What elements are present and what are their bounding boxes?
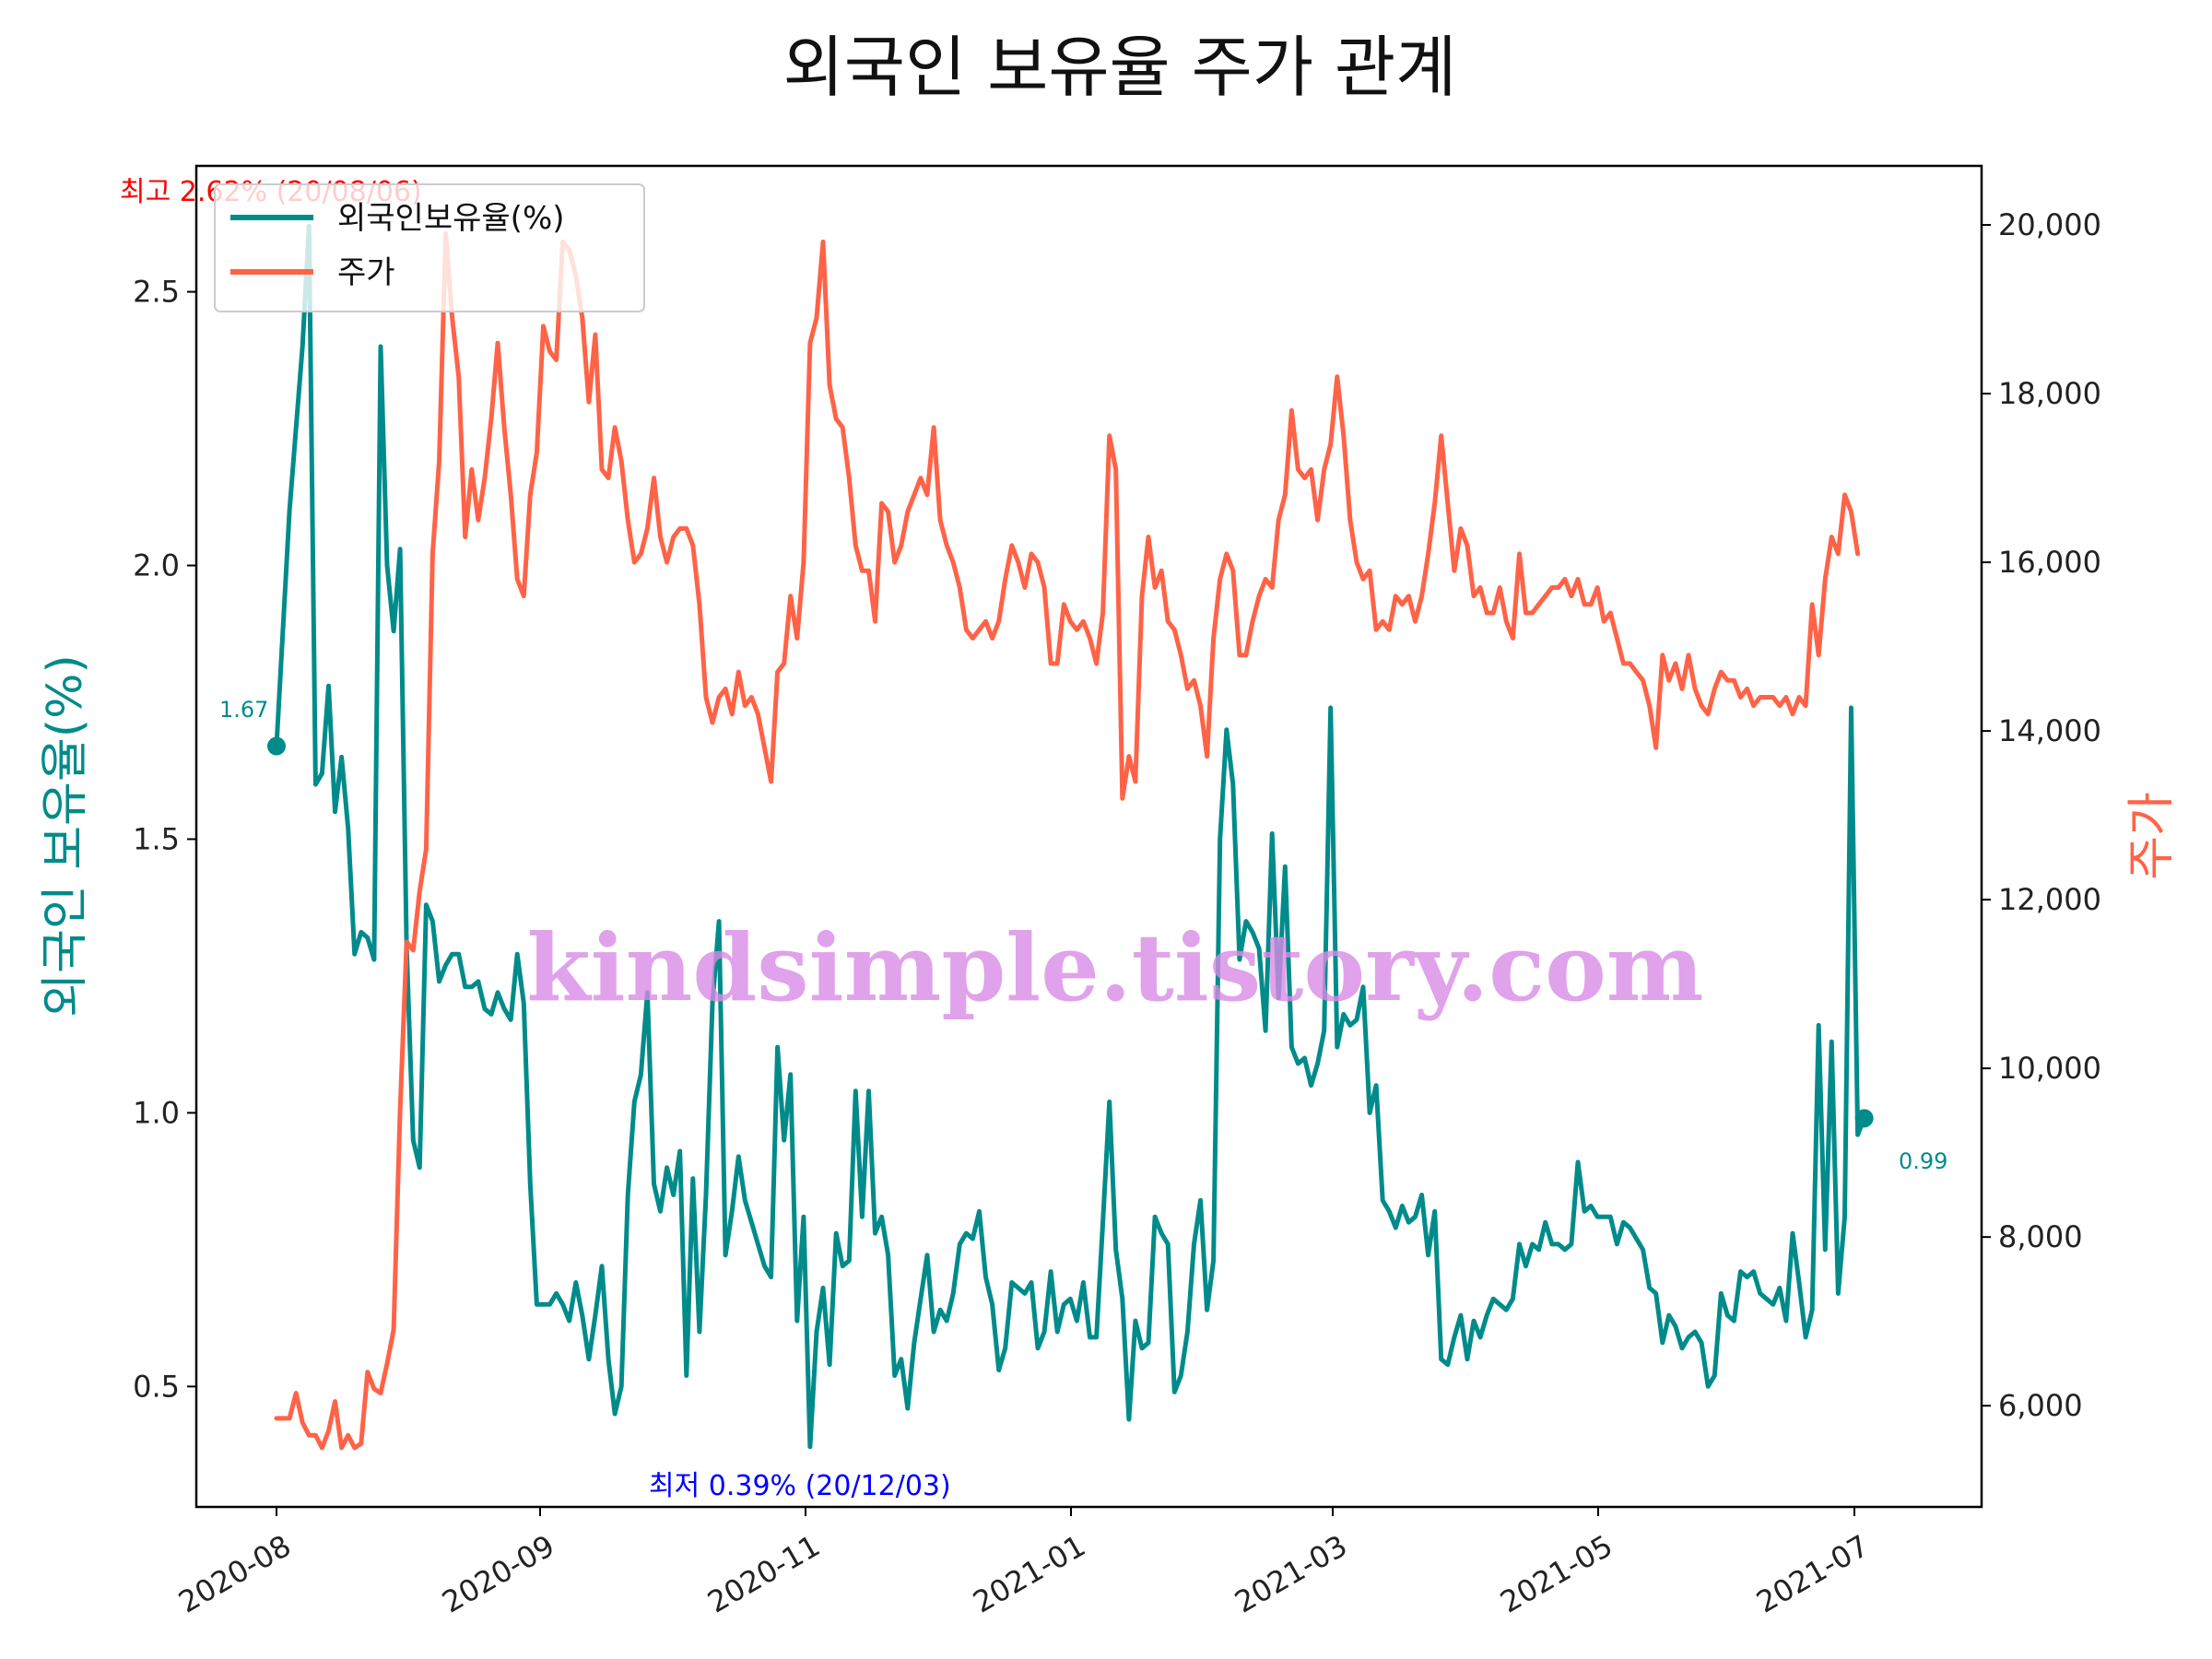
y-left-tick-label: 2.5	[133, 275, 180, 310]
left-axis-title: 외국인 보유율(%)	[38, 654, 93, 1018]
x-tick-label: 2021-03	[1229, 1528, 1353, 1620]
x-tick-label: 2021-07	[1750, 1528, 1875, 1620]
x-tick-label: 2021-01	[967, 1528, 1091, 1620]
y-right-tick-label: 18,000	[1998, 376, 2101, 411]
x-tick-label: 2020-08	[172, 1528, 297, 1620]
right-axis-title: 주가	[2124, 792, 2180, 880]
y-right-tick-label: 12,000	[1998, 882, 2101, 917]
markers	[267, 736, 1874, 1128]
y-right-tick-label: 16,000	[1998, 545, 2101, 580]
foreign-ownership-line	[274, 223, 1867, 1450]
legend-box	[214, 183, 645, 312]
y-left-tick-label: 0.5	[133, 1369, 180, 1404]
x-tick-label: 2021-05	[1494, 1528, 1618, 1620]
start-value-label: 1.67	[219, 697, 268, 723]
legend: 외국인보유율(%) 주가	[214, 183, 645, 312]
end-marker	[1854, 1109, 1874, 1128]
y-left-tick-label: 2.0	[133, 548, 180, 583]
x-tick-label: 2020-09	[436, 1528, 560, 1620]
y-left-tick-label: 1.0	[133, 1095, 180, 1130]
y-right-tick-label: 6,000	[1998, 1388, 2083, 1423]
x-tick-label: 2020-11	[701, 1528, 826, 1620]
legend-label-price: 주가	[337, 254, 395, 291]
y-left-tick-label: 1.5	[133, 821, 180, 856]
y-right-tick-label: 20,000	[1998, 207, 2101, 242]
start-marker	[267, 736, 286, 756]
chart-title: 외국인 보유율 주가 관계	[782, 29, 1456, 106]
plot-area-frame	[194, 164, 1983, 1509]
series-lines	[274, 223, 1867, 1451]
watermark: kindsimple.tistory.com	[526, 913, 1703, 1022]
y-right-tick-label: 8,000	[1998, 1219, 2083, 1254]
stock-price-line	[274, 230, 1861, 1451]
end-value-label: 0.99	[1899, 1148, 1947, 1174]
y-right-tick-label: 10,000	[1998, 1051, 2101, 1086]
legend-label-foreign: 외국인보유율(%)	[337, 200, 565, 237]
y-right-tick-label: 14,000	[1998, 713, 2101, 748]
min-annotation: 최저 0.39% (20/12/03)	[649, 1470, 951, 1502]
axis-ticks	[187, 224, 1991, 1516]
